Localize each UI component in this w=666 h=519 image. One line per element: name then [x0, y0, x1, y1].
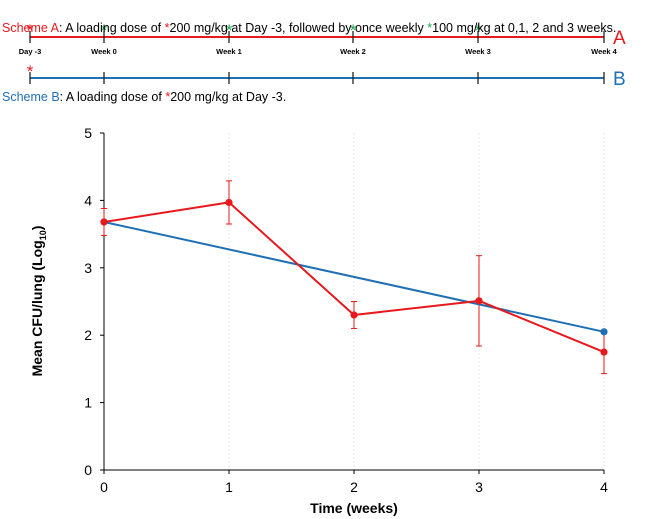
- y-tick-label: 0: [84, 462, 92, 478]
- scheme-b-letter: B: [613, 69, 626, 90]
- x-tick-label: 1: [225, 479, 233, 495]
- scheme-a-caption-prefix: Scheme A: [2, 21, 59, 35]
- scheme-a-caption-text-1: : A loading dose of: [59, 21, 165, 35]
- y-tick-label: 4: [84, 192, 92, 208]
- x-tick-label: 0: [100, 479, 108, 495]
- y-tick-label: 2: [84, 327, 92, 343]
- figure: *Day -3*Week 0*Week 1*Week 2*Week 3 Week …: [0, 0, 666, 519]
- scheme-a-point: [350, 311, 357, 318]
- scheme-a-point: [100, 218, 107, 225]
- scheme-a-point: [475, 297, 482, 304]
- axes: [100, 133, 604, 474]
- scheme-b-caption-text-1: : A loading dose of: [60, 90, 166, 104]
- scheme-a-point: [600, 348, 607, 355]
- scheme-b-point: [600, 328, 607, 335]
- grid: [229, 133, 604, 470]
- scheme-b-caption: Scheme B: A loading dose of *200 mg/kg a…: [2, 90, 286, 104]
- scheme-b-caption-prefix: Scheme B: [2, 90, 60, 104]
- scheme-a-tick-label: Week 3: [465, 47, 491, 56]
- line-chart: 0 1 2 3 4 5 0 1 2 3 4 Time (weeks) Mean CFU/lung (…: [29, 125, 608, 516]
- scheme-a-caption-text-2: 200 mg/kg at Day -3, followed by once we…: [170, 21, 428, 35]
- x-tick-label: 4: [600, 479, 608, 495]
- x-axis-label: Time (weeks): [310, 500, 398, 516]
- scheme-a-tick-label: Week 0: [91, 47, 117, 56]
- scheme-b-dose-star: *: [27, 62, 34, 81]
- scheme-a-caption: Scheme A: A loading dose of *200 mg/kg a…: [2, 21, 616, 35]
- scheme-a-tick-label: Week 1: [216, 47, 242, 56]
- scheme-a-tick-label: Day -3: [19, 47, 42, 56]
- y-axis-label-subscript: 10: [38, 230, 48, 240]
- tick-labels: 0 1 2 3 4 5 0 1 2 3 4: [84, 125, 608, 495]
- y-tick-label: 1: [84, 395, 92, 411]
- y-axis-label: Mean CFU/lung (Log10): [29, 226, 48, 377]
- y-axis-label-close: ): [29, 226, 45, 231]
- y-tick-label: 3: [84, 260, 92, 276]
- scheme-b-caption-text-2: 200 mg/kg at Day -3.: [170, 90, 286, 104]
- x-tick-label: 3: [475, 479, 483, 495]
- y-tick-label: 5: [84, 125, 92, 141]
- scheme-b-timeline: * B: [27, 62, 626, 90]
- y-axis-label-main: Mean CFU/lung (Log: [29, 240, 45, 376]
- scheme-a-caption-text-3: 100 mg/kg at 0,1, 2 and 3 weeks.: [432, 21, 616, 35]
- scheme-a-tick-label: Week 2: [340, 47, 366, 56]
- scheme-a-point: [225, 199, 232, 206]
- x-tick-label: 2: [350, 479, 358, 495]
